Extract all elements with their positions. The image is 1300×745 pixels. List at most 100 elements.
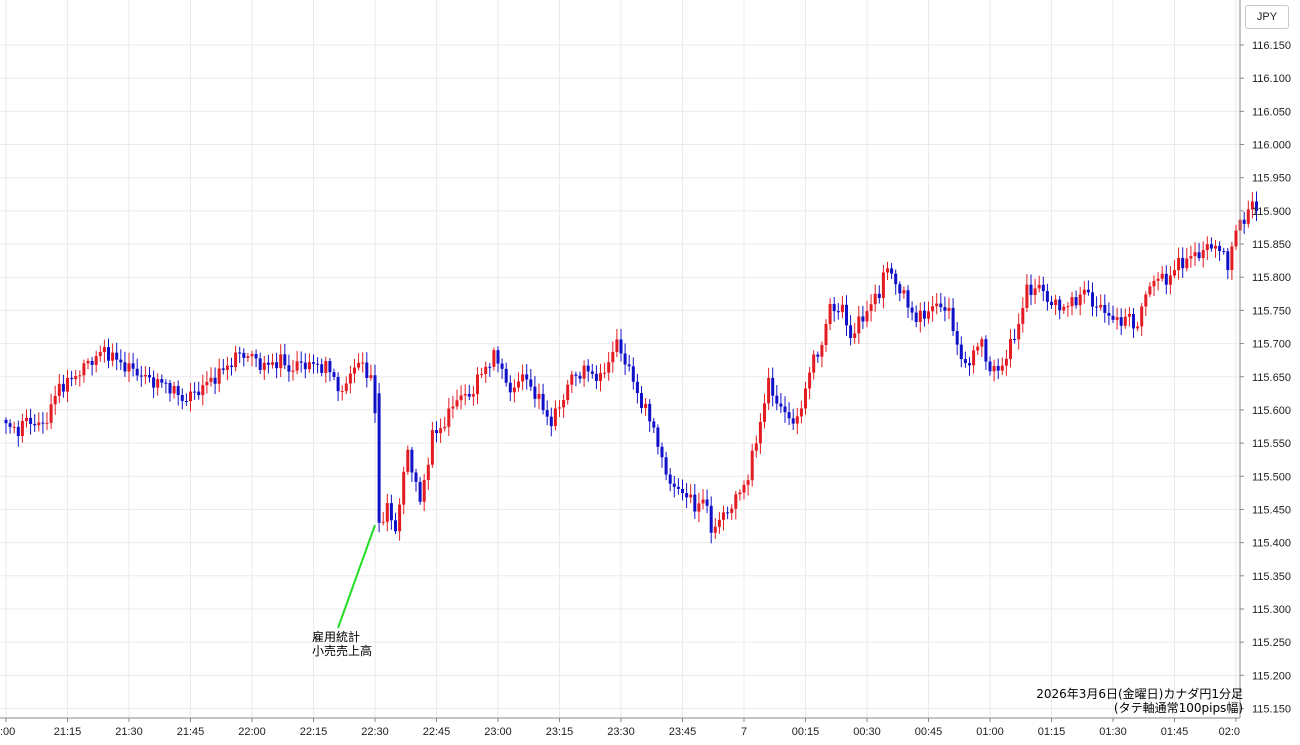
- candle-body: [1209, 244, 1213, 249]
- candle-body: [1177, 257, 1181, 271]
- candle-body: [1066, 306, 1070, 308]
- candle-body: [693, 494, 697, 512]
- candle-body: [361, 362, 365, 364]
- candle-body: [525, 374, 529, 380]
- candle-body: [381, 521, 385, 523]
- candle-body: [713, 526, 717, 533]
- candle-body: [500, 363, 504, 369]
- candle-body: [127, 363, 131, 372]
- candle-body: [549, 416, 553, 427]
- candle-body: [976, 346, 980, 351]
- candle-body: [816, 354, 820, 357]
- candle-body: [927, 311, 930, 319]
- candle-body: [45, 422, 49, 424]
- y-tick-label: 115.700: [1252, 339, 1291, 351]
- x-tick-label: 01:30: [1099, 726, 1127, 738]
- candle-body: [877, 293, 881, 298]
- candle-body: [1086, 289, 1090, 293]
- y-tick-label: 115.150: [1252, 704, 1291, 716]
- candle-body: [791, 418, 795, 424]
- candle-body: [1082, 289, 1086, 295]
- y-tick-label: 116.050: [1252, 106, 1291, 118]
- candle-body: [1127, 313, 1131, 317]
- candle-body: [230, 365, 233, 368]
- x-tick-label: :00: [0, 726, 15, 738]
- candle-body: [615, 339, 619, 353]
- candle-body: [709, 505, 713, 533]
- candle-body: [299, 361, 303, 363]
- x-tick-label: 01:00: [976, 726, 1004, 738]
- candle-body: [541, 393, 545, 411]
- candle-body: [656, 427, 660, 447]
- candle-body: [389, 503, 393, 521]
- candle-body: [1152, 280, 1156, 287]
- candle-body: [664, 457, 668, 475]
- candle-body: [398, 504, 402, 532]
- candle-body: [279, 354, 283, 369]
- candle-body: [660, 446, 664, 458]
- candle-body: [115, 352, 119, 360]
- candle-body: [447, 408, 451, 427]
- candle-body: [1226, 251, 1230, 271]
- candle-body: [865, 311, 869, 322]
- candle-body: [795, 416, 799, 424]
- currency-selector[interactable]: JPY: [1245, 5, 1289, 29]
- candle-body: [992, 365, 996, 372]
- candle-body: [611, 352, 615, 363]
- candle-body: [881, 272, 885, 298]
- candle-body: [775, 395, 779, 404]
- candle-body: [16, 426, 20, 436]
- candle-body: [1013, 339, 1017, 341]
- candle-body: [730, 508, 734, 513]
- y-tick-label: 115.750: [1252, 305, 1291, 317]
- y-tick-label: 116.000: [1252, 140, 1291, 152]
- candle-body: [12, 426, 16, 428]
- candle-body: [840, 304, 844, 313]
- x-tick-label: 21:45: [177, 726, 205, 738]
- candle-body: [1160, 273, 1164, 279]
- candle-body: [353, 367, 356, 374]
- candle-body: [246, 356, 250, 358]
- candle-body: [906, 290, 910, 308]
- candle-body: [1078, 294, 1082, 306]
- candle-body: [369, 375, 373, 378]
- y-axis-ticks: 116.150 116.100 116.050 116.000 115.950 115.9…: [1240, 40, 1291, 716]
- candle-body: [631, 366, 635, 382]
- chart-grid: [0, 0, 1240, 718]
- candle-body: [898, 284, 902, 294]
- x-tick-label: 22:30: [361, 726, 389, 738]
- candle-body: [90, 360, 94, 365]
- candle-body: [254, 354, 258, 359]
- candle-body: [1050, 301, 1053, 306]
- candle-body: [1193, 252, 1197, 257]
- candle-body: [37, 422, 41, 426]
- candle-body: [537, 393, 541, 399]
- candle-body: [672, 483, 676, 487]
- candle-body: [939, 303, 943, 308]
- candle-body: [234, 352, 238, 368]
- y-tick-label: 115.400: [1252, 538, 1291, 550]
- candle-body: [209, 377, 213, 382]
- candle-body: [385, 503, 389, 522]
- y-tick-label: 115.550: [1252, 438, 1291, 450]
- candle-body: [808, 372, 812, 389]
- candle-body: [287, 365, 291, 372]
- candle-body: [972, 350, 976, 366]
- x-tick-label: 21:30: [115, 726, 143, 738]
- candle-body: [947, 307, 951, 311]
- x-tick-label: 7: [741, 726, 747, 738]
- candle-body: [553, 408, 557, 427]
- candle-body: [53, 395, 57, 405]
- candle-body: [918, 310, 922, 323]
- candle-body: [275, 362, 279, 369]
- candle-body: [82, 363, 86, 376]
- y-tick-label: 115.600: [1252, 405, 1291, 417]
- x-tick-label: 01:15: [1038, 726, 1066, 738]
- candle-body: [107, 347, 110, 361]
- annotation-line-1: 雇用統計: [312, 630, 361, 644]
- candle-body: [336, 376, 340, 392]
- candle-body: [1168, 275, 1172, 285]
- candle-body: [1119, 317, 1123, 326]
- candle-body: [603, 372, 607, 374]
- candle-body: [1255, 201, 1258, 211]
